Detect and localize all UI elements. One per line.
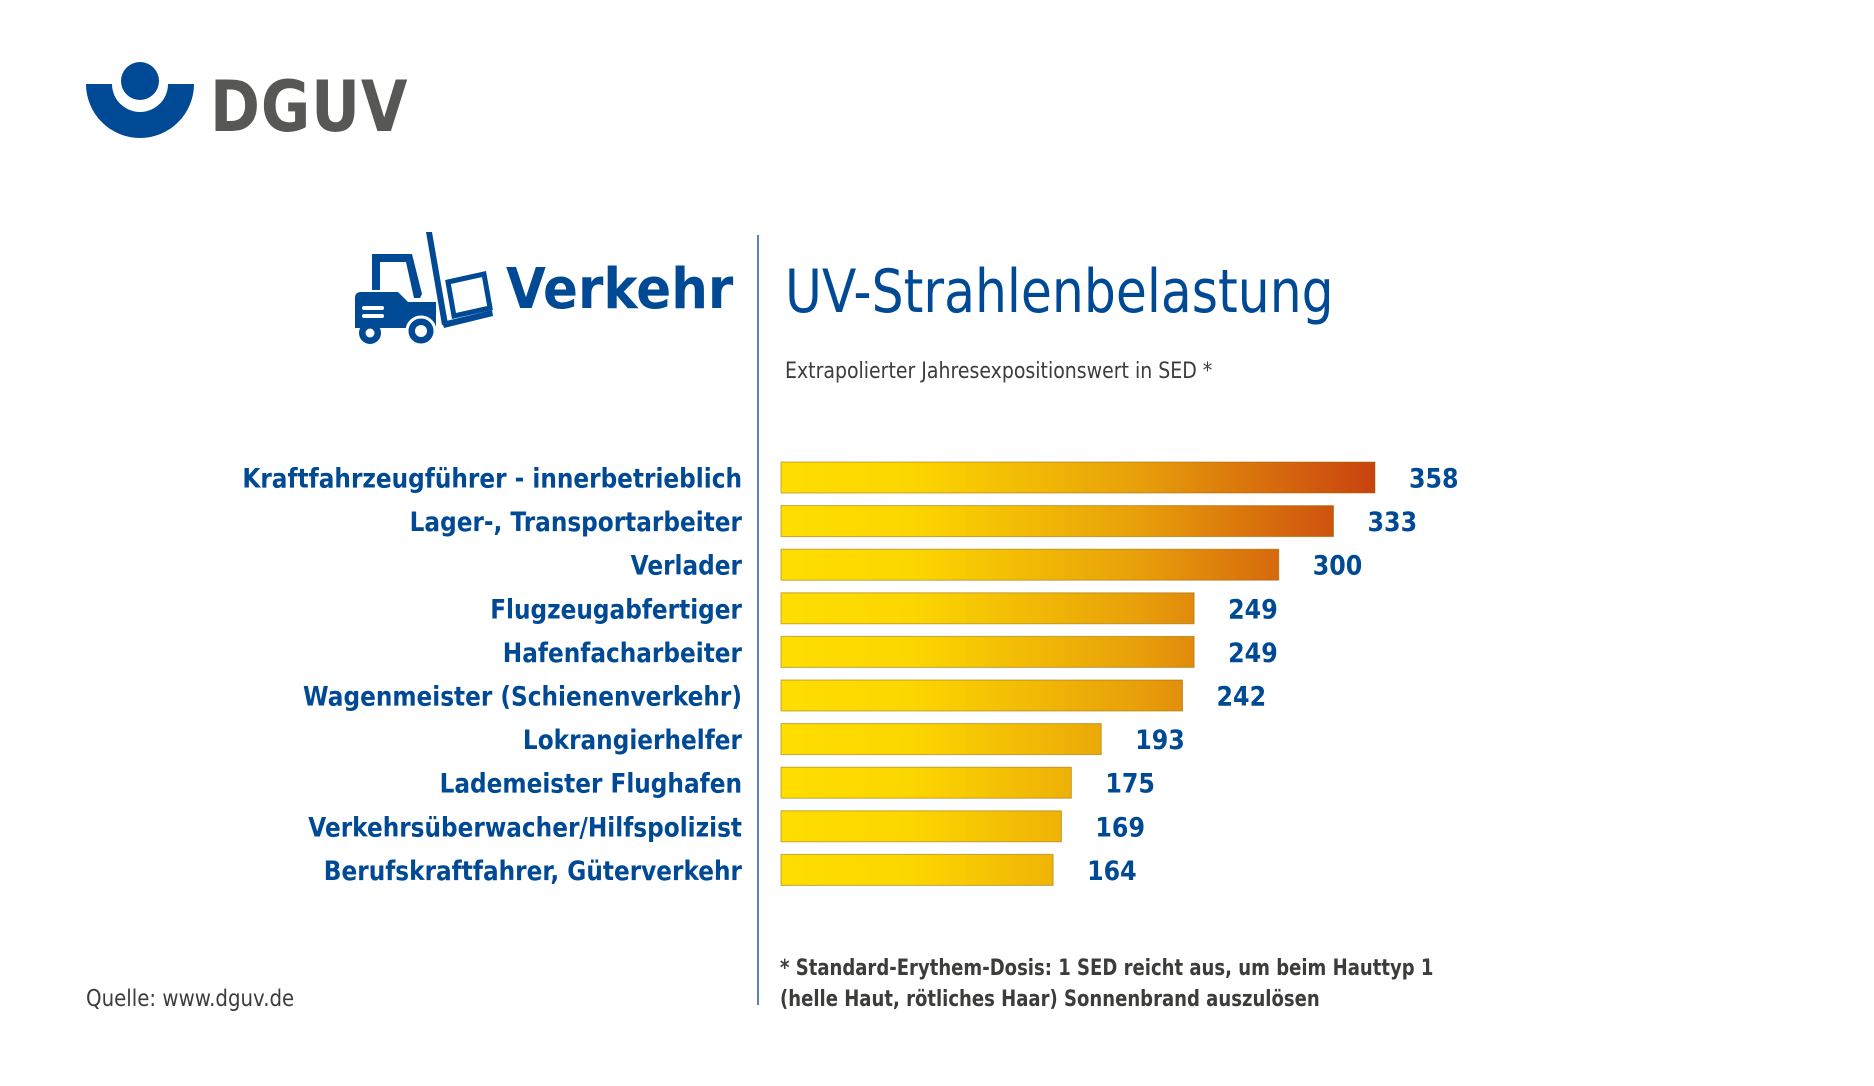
value-label: 242 bbox=[1217, 680, 1267, 712]
category-label: Wagenmeister (Schienenverkehr) bbox=[303, 681, 742, 712]
footnote-line-2: (helle Haut, rötliches Haar) Sonnenbrand… bbox=[780, 987, 1320, 1012]
dguv-logo-icon bbox=[86, 62, 194, 138]
footnote: * Standard-Erythem-Dosis: 1 SED reicht a… bbox=[780, 953, 1433, 1015]
category-label: Hafenfacharbeiter bbox=[503, 637, 743, 668]
category-title: Verkehr bbox=[506, 257, 734, 322]
bar bbox=[780, 810, 1062, 843]
bars-group bbox=[780, 461, 1376, 886]
category-label: Verlader bbox=[631, 550, 743, 581]
value-label: 175 bbox=[1105, 767, 1155, 799]
chart-title: UV-Strahlenbelastung bbox=[785, 257, 1334, 327]
value-label: 164 bbox=[1087, 854, 1137, 886]
value-label: 249 bbox=[1228, 636, 1278, 668]
bar bbox=[780, 505, 1335, 538]
category-labels: Kraftfahrzeugführer - innerbetrieblich La… bbox=[242, 463, 742, 886]
value-label: 333 bbox=[1368, 506, 1418, 538]
category-label: Lokrangierhelfer bbox=[523, 724, 743, 755]
dguv-logo-text: DGUV bbox=[210, 66, 409, 148]
category-label: Kraftfahrzeugführer - innerbetrieblich bbox=[242, 463, 742, 494]
value-label: 358 bbox=[1409, 462, 1459, 494]
bar bbox=[780, 853, 1054, 886]
forklift-icon bbox=[355, 232, 493, 347]
footnote-line-1: * Standard-Erythem-Dosis: 1 SED reicht a… bbox=[780, 956, 1434, 981]
category-label: Flugzeugabfertiger bbox=[490, 594, 742, 625]
bar bbox=[780, 548, 1280, 581]
bar bbox=[780, 679, 1184, 712]
category-label: Lademeister Flughafen bbox=[440, 768, 742, 799]
category-label: Lager-, Transportarbeiter bbox=[410, 506, 743, 537]
bar bbox=[780, 592, 1195, 625]
value-label: 193 bbox=[1135, 724, 1185, 756]
bar bbox=[780, 766, 1072, 799]
category-label: Berufskraftfahrer, Güterverkehr bbox=[324, 855, 743, 886]
bar bbox=[780, 635, 1195, 668]
bar bbox=[780, 723, 1102, 756]
vertical-divider bbox=[757, 235, 759, 1005]
chart-subtitle: Extrapolierter Jahresexpositionswert in … bbox=[785, 359, 1213, 384]
value-label: 169 bbox=[1095, 811, 1145, 843]
source-credit: Quelle: www.dguv.de bbox=[86, 986, 295, 1012]
category-label: Verkehrsüberwacher/Hilfspolizist bbox=[308, 812, 742, 843]
value-label: 249 bbox=[1228, 593, 1278, 625]
bar bbox=[780, 461, 1376, 494]
value-label: 300 bbox=[1313, 549, 1363, 581]
